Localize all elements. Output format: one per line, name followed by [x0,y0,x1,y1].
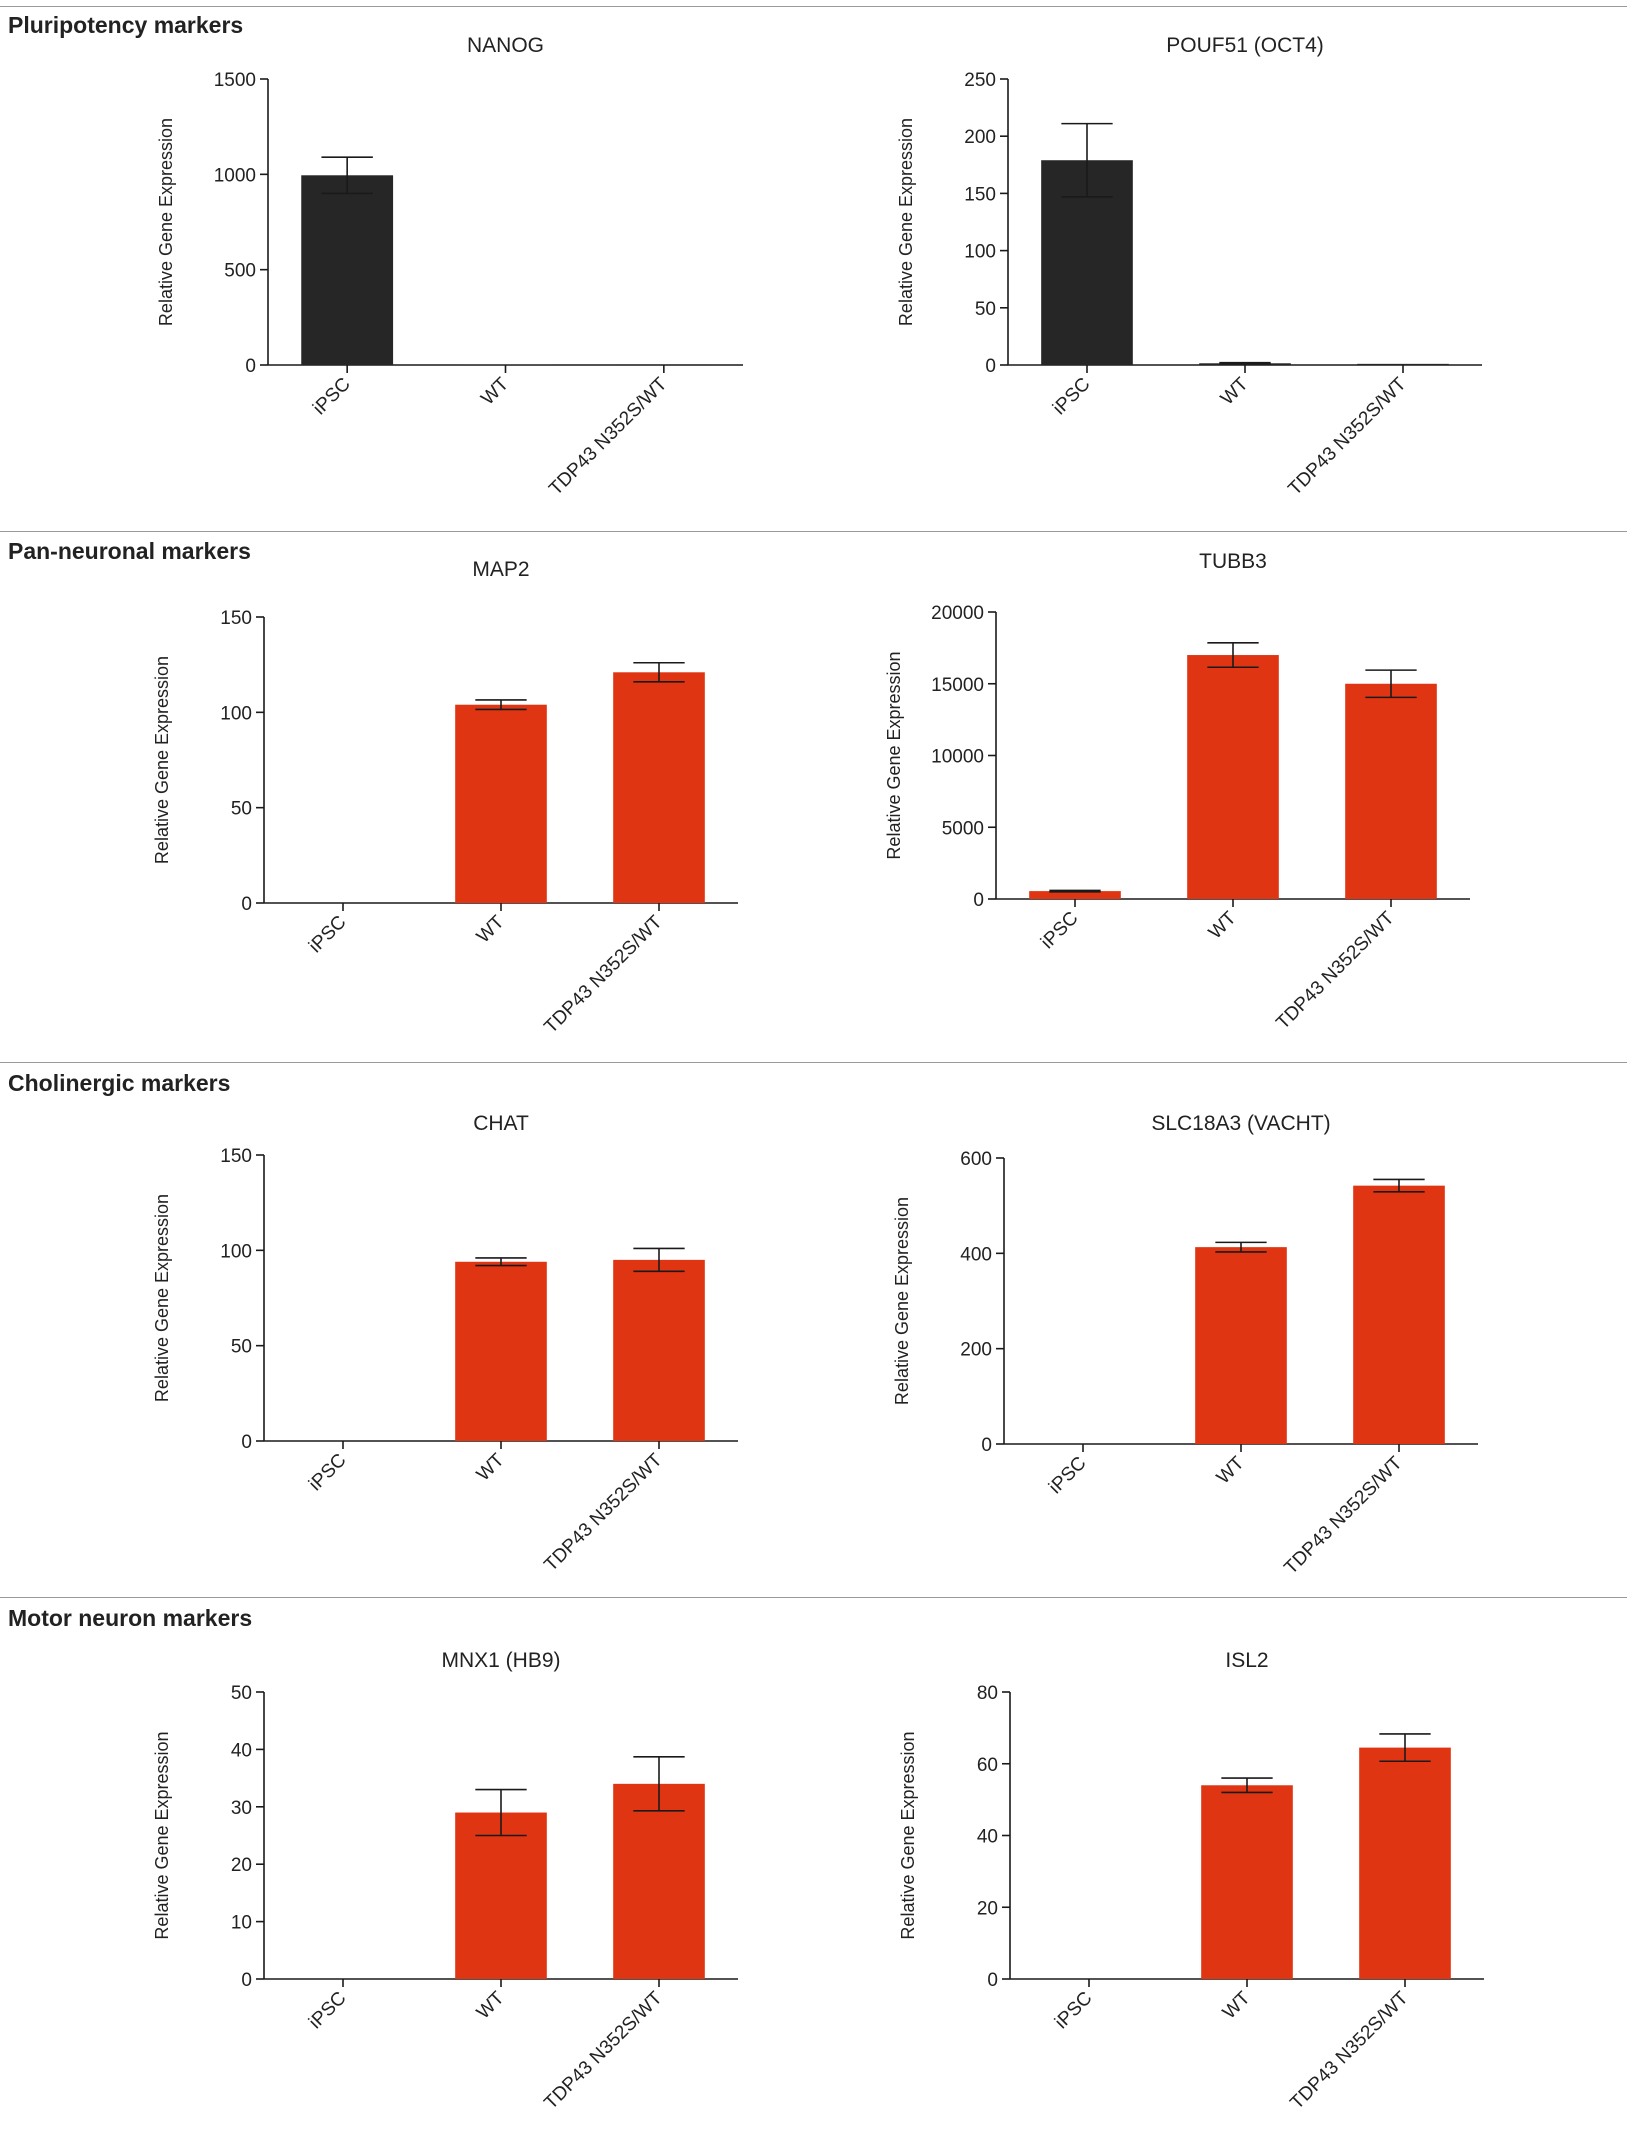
y-tick-label: 200 [960,1340,992,1361]
section-divider [0,6,1627,7]
y-tick-label: 20 [977,1898,998,1919]
chart-title: MNX1 (HB9) [441,1649,560,1672]
y-tick-label: 150 [964,184,996,205]
y-tick-label: 150 [220,608,252,629]
section-title-cholinergic: Cholinergic markers [8,1070,231,1096]
section-title-pan-neuronal: Pan-neuronal markers [8,538,251,564]
y-tick-label: 250 [964,70,996,91]
y-tick-label: 50 [231,799,252,820]
x-tick-label: iPSC [1051,1988,1096,2033]
y-axis-label: Relative Gene Expression [892,1197,912,1405]
y-tick-label: 60 [977,1755,998,1776]
bar [1187,655,1279,899]
y-tick-label: 50 [975,299,996,320]
bar [617,364,710,365]
bar [1029,891,1121,899]
y-tick-label: 150 [220,1146,252,1167]
bar [301,175,394,365]
chart-title: ISL2 [1225,1649,1268,1672]
bar [1201,1785,1293,1979]
bar [455,1261,547,1441]
bar [1353,1185,1445,1444]
x-tick-label: WT [1219,1987,1255,2023]
y-tick-label: 20 [231,1855,252,1876]
y-tick-label: 0 [973,890,984,911]
bar [1359,1747,1451,1979]
x-tick-label: TDP43 N352S/WT [1286,1987,1412,2113]
y-tick-label: 200 [964,127,996,148]
y-tick-label: 0 [241,894,252,915]
y-axis-label: Relative Gene Expression [156,118,176,326]
y-tick-label: 400 [960,1244,992,1265]
y-tick-label: 10 [231,1913,252,1934]
section-divider [0,1062,1627,1063]
bar [455,704,547,903]
y-tick-label: 80 [977,1683,998,1704]
y-tick-label: 40 [231,1740,252,1761]
y-axis-label: Relative Gene Expression [152,1194,172,1402]
y-tick-label: 30 [231,1798,252,1819]
y-tick-label: 1500 [214,70,256,91]
y-tick-label: 1000 [214,165,256,186]
y-axis-label: Relative Gene Expression [152,656,172,864]
y-tick-label: 600 [960,1149,992,1170]
y-tick-label: 0 [981,1435,992,1456]
chart-title: TUBB3 [1199,550,1267,573]
y-tick-label: 15000 [931,675,984,696]
bar [613,1783,705,1979]
y-axis-label: Relative Gene Expression [884,651,904,859]
bar [1345,683,1437,899]
chart-title: NANOG [467,34,544,57]
section-title-motor-neuron: Motor neuron markers [8,1605,253,1631]
y-tick-label: 0 [245,356,256,377]
y-tick-label: 0 [985,356,996,377]
y-tick-label: 500 [224,261,256,282]
bar [1195,1247,1287,1444]
bar [613,672,705,903]
section-title-pluripotency: Pluripotency markers [8,12,244,38]
y-tick-label: 100 [220,703,252,724]
section-divider [0,1597,1627,1598]
y-tick-label: 0 [987,1970,998,1991]
chart-title: MAP2 [472,558,529,581]
y-tick-label: 50 [231,1337,252,1358]
chart-title: SLC18A3 (VACHT) [1151,1112,1330,1135]
y-axis-label: Relative Gene Expression [896,118,916,326]
y-tick-label: 100 [964,242,996,263]
y-tick-label: 5000 [942,818,984,839]
bar [455,1812,547,1979]
y-tick-label: 100 [220,1241,252,1262]
y-axis-label: Relative Gene Expression [152,1731,172,1939]
y-tick-label: 50 [231,1683,252,1704]
y-tick-label: 0 [241,1432,252,1453]
y-tick-label: 0 [241,1970,252,1991]
y-tick-label: 40 [977,1827,998,1848]
chart-title: CHAT [473,1112,529,1135]
bar [1357,363,1449,365]
y-tick-label: 10000 [931,747,984,768]
section-divider [0,531,1627,532]
y-axis-label: Relative Gene Expression [898,1731,918,1939]
chart-title: POUF51 (OCT4) [1166,34,1324,57]
y-tick-label: 20000 [931,603,984,624]
bar [613,1259,705,1441]
